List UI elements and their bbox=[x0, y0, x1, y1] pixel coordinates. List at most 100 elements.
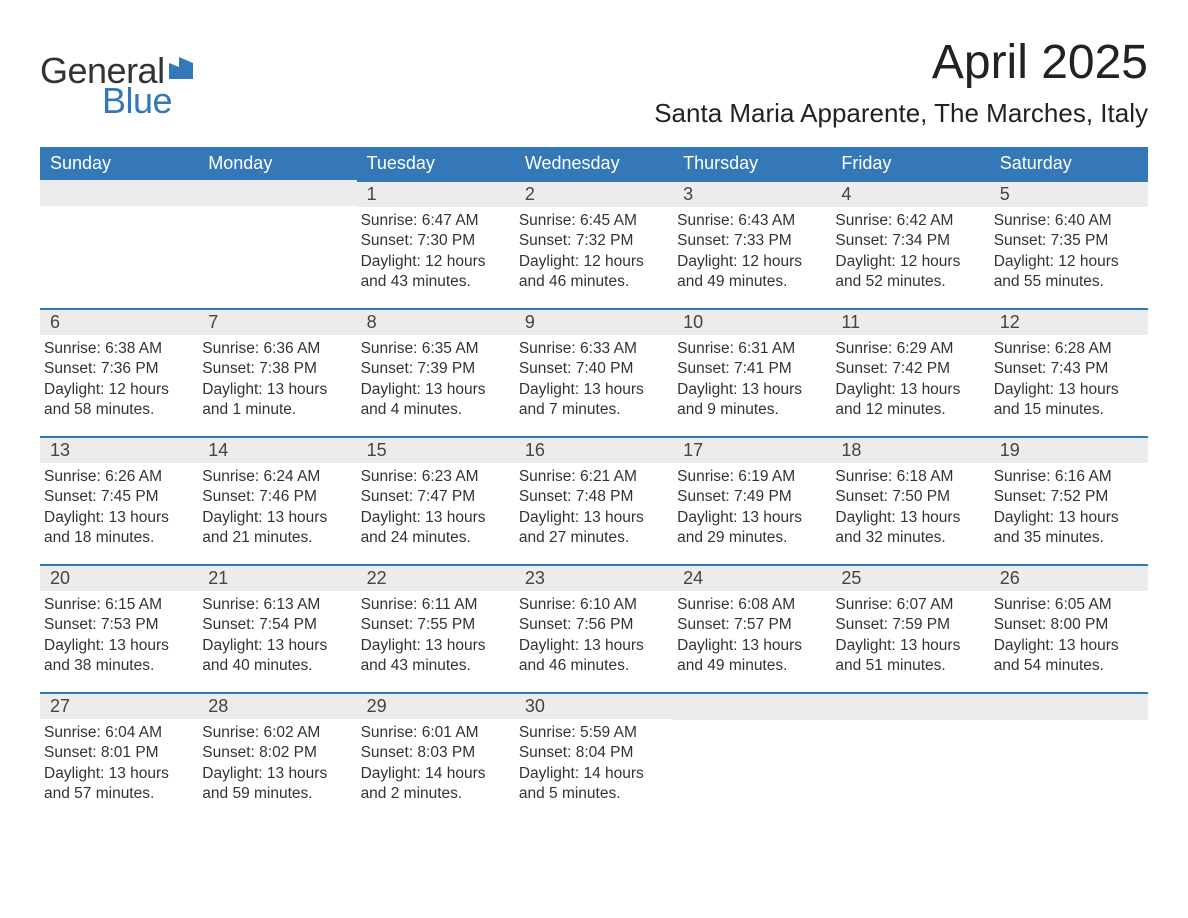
calendar-cell bbox=[990, 692, 1148, 820]
calendar-cell: 5Sunrise: 6:40 AMSunset: 7:35 PMDaylight… bbox=[990, 180, 1148, 308]
day-number: 28 bbox=[198, 694, 356, 719]
day-number bbox=[40, 180, 198, 206]
sunrise-line: Sunrise: 6:31 AM bbox=[677, 339, 821, 359]
calendar-cell: 26Sunrise: 6:05 AMSunset: 8:00 PMDayligh… bbox=[990, 564, 1148, 692]
day-number: 12 bbox=[990, 310, 1148, 335]
day-number: 7 bbox=[198, 310, 356, 335]
daylight-line: Daylight: 13 hours and 1 minute. bbox=[202, 380, 346, 421]
day-body: Sunrise: 6:40 AMSunset: 7:35 PMDaylight:… bbox=[990, 207, 1148, 295]
daylight-line: Daylight: 13 hours and 40 minutes. bbox=[202, 636, 346, 677]
sunset-line: Sunset: 7:57 PM bbox=[677, 615, 821, 635]
daylight-line: Daylight: 13 hours and 18 minutes. bbox=[44, 508, 188, 549]
sunrise-line: Sunrise: 6:07 AM bbox=[835, 595, 979, 615]
sunset-line: Sunset: 8:03 PM bbox=[361, 743, 505, 763]
weekday-header: Thursday bbox=[673, 147, 831, 180]
weekday-header: Monday bbox=[198, 147, 356, 180]
day-body: Sunrise: 6:47 AMSunset: 7:30 PMDaylight:… bbox=[357, 207, 515, 295]
calendar-cell bbox=[673, 692, 831, 820]
sunset-line: Sunset: 7:32 PM bbox=[519, 231, 663, 251]
calendar-cell: 11Sunrise: 6:29 AMSunset: 7:42 PMDayligh… bbox=[831, 308, 989, 436]
sunrise-line: Sunrise: 5:59 AM bbox=[519, 723, 663, 743]
day-number: 13 bbox=[40, 438, 198, 463]
sunrise-line: Sunrise: 6:15 AM bbox=[44, 595, 188, 615]
calendar-cell: 3Sunrise: 6:43 AMSunset: 7:33 PMDaylight… bbox=[673, 180, 831, 308]
day-body: Sunrise: 6:07 AMSunset: 7:59 PMDaylight:… bbox=[831, 591, 989, 679]
weekday-header-row: Sunday Monday Tuesday Wednesday Thursday… bbox=[40, 147, 1148, 180]
sunset-line: Sunset: 7:56 PM bbox=[519, 615, 663, 635]
title-block: April 2025 Santa Maria Apparente, The Ma… bbox=[654, 35, 1148, 129]
day-number: 22 bbox=[357, 566, 515, 591]
daylight-line: Daylight: 13 hours and 15 minutes. bbox=[994, 380, 1138, 421]
day-number: 8 bbox=[357, 310, 515, 335]
day-body: Sunrise: 6:15 AMSunset: 7:53 PMDaylight:… bbox=[40, 591, 198, 679]
day-number: 4 bbox=[831, 182, 989, 207]
sunrise-line: Sunrise: 6:33 AM bbox=[519, 339, 663, 359]
sunrise-line: Sunrise: 6:05 AM bbox=[994, 595, 1138, 615]
calendar-cell: 18Sunrise: 6:18 AMSunset: 7:50 PMDayligh… bbox=[831, 436, 989, 564]
day-body: Sunrise: 6:24 AMSunset: 7:46 PMDaylight:… bbox=[198, 463, 356, 551]
sunset-line: Sunset: 7:52 PM bbox=[994, 487, 1138, 507]
day-number: 17 bbox=[673, 438, 831, 463]
sunrise-line: Sunrise: 6:01 AM bbox=[361, 723, 505, 743]
day-body: Sunrise: 6:33 AMSunset: 7:40 PMDaylight:… bbox=[515, 335, 673, 423]
day-number: 3 bbox=[673, 182, 831, 207]
calendar-cell: 13 Sunrise: 6:26 AMSunset: 7:45 PMDayligh… bbox=[40, 436, 198, 564]
daylight-line: Daylight: 13 hours and 49 minutes. bbox=[677, 636, 821, 677]
sunrise-line: Sunrise: 6:29 AM bbox=[835, 339, 979, 359]
daylight-line: Daylight: 13 hours and 29 minutes. bbox=[677, 508, 821, 549]
sunset-line: Sunset: 7:48 PM bbox=[519, 487, 663, 507]
day-number: 21 bbox=[198, 566, 356, 591]
sunrise-line: Sunrise: 6:18 AM bbox=[835, 467, 979, 487]
sunrise-line: Sunrise: 6:26 AM bbox=[44, 467, 188, 487]
daylight-line: Daylight: 13 hours and 21 minutes. bbox=[202, 508, 346, 549]
calendar-week-row: 20Sunrise: 6:15 AMSunset: 7:53 PMDayligh… bbox=[40, 564, 1148, 692]
sunrise-line: Sunrise: 6:16 AM bbox=[994, 467, 1138, 487]
sunrise-line: Sunrise: 6:19 AM bbox=[677, 467, 821, 487]
day-number: 25 bbox=[831, 566, 989, 591]
day-body: Sunrise: 6:19 AMSunset: 7:49 PMDaylight:… bbox=[673, 463, 831, 551]
day-body: Sunrise: 6:35 AMSunset: 7:39 PMDaylight:… bbox=[357, 335, 515, 423]
daylight-line: Daylight: 13 hours and 59 minutes. bbox=[202, 764, 346, 805]
sunset-line: Sunset: 7:46 PM bbox=[202, 487, 346, 507]
sunset-line: Sunset: 7:43 PM bbox=[994, 359, 1138, 379]
day-body: Sunrise: 6:43 AMSunset: 7:33 PMDaylight:… bbox=[673, 207, 831, 295]
daylight-line: Daylight: 13 hours and 4 minutes. bbox=[361, 380, 505, 421]
day-number: 10 bbox=[673, 310, 831, 335]
sunset-line: Sunset: 8:00 PM bbox=[994, 615, 1138, 635]
sunrise-line: Sunrise: 6:42 AM bbox=[835, 211, 979, 231]
sunset-line: Sunset: 7:39 PM bbox=[361, 359, 505, 379]
calendar-cell: 23Sunrise: 6:10 AMSunset: 7:56 PMDayligh… bbox=[515, 564, 673, 692]
sunset-line: Sunset: 7:45 PM bbox=[44, 487, 188, 507]
sunset-line: Sunset: 7:55 PM bbox=[361, 615, 505, 635]
sunset-line: Sunset: 8:02 PM bbox=[202, 743, 346, 763]
sunrise-line: Sunrise: 6:43 AM bbox=[677, 211, 821, 231]
day-body: Sunrise: 6:11 AMSunset: 7:55 PMDaylight:… bbox=[357, 591, 515, 679]
calendar-cell: 25Sunrise: 6:07 AMSunset: 7:59 PMDayligh… bbox=[831, 564, 989, 692]
sunrise-line: Sunrise: 6:10 AM bbox=[519, 595, 663, 615]
sunrise-line: Sunrise: 6:24 AM bbox=[202, 467, 346, 487]
calendar-cell: 22Sunrise: 6:11 AMSunset: 7:55 PMDayligh… bbox=[357, 564, 515, 692]
calendar-cell: 17Sunrise: 6:19 AMSunset: 7:49 PMDayligh… bbox=[673, 436, 831, 564]
sunrise-line: Sunrise: 6:47 AM bbox=[361, 211, 505, 231]
daylight-line: Daylight: 13 hours and 7 minutes. bbox=[519, 380, 663, 421]
logo-text-blue: Blue bbox=[102, 80, 207, 122]
day-body: Sunrise: 6:02 AMSunset: 8:02 PMDaylight:… bbox=[198, 719, 356, 807]
daylight-line: Daylight: 13 hours and 24 minutes. bbox=[361, 508, 505, 549]
day-number: 14 bbox=[198, 438, 356, 463]
header: General Blue April 2025 Santa Maria Appa… bbox=[40, 35, 1148, 129]
day-body: Sunrise: 6:21 AMSunset: 7:48 PMDaylight:… bbox=[515, 463, 673, 551]
daylight-line: Daylight: 13 hours and 51 minutes. bbox=[835, 636, 979, 677]
day-number: 30 bbox=[515, 694, 673, 719]
day-body: Sunrise: 6:29 AMSunset: 7:42 PMDaylight:… bbox=[831, 335, 989, 423]
day-number: 16 bbox=[515, 438, 673, 463]
sunset-line: Sunset: 7:49 PM bbox=[677, 487, 821, 507]
sunset-line: Sunset: 8:04 PM bbox=[519, 743, 663, 763]
location-subtitle: Santa Maria Apparente, The Marches, Ital… bbox=[654, 98, 1148, 129]
calendar-week-row: 13Sunrise: 6:26 AMSunset: 7:45 PMDayligh… bbox=[40, 436, 1148, 564]
daylight-line: Daylight: 13 hours and 27 minutes. bbox=[519, 508, 663, 549]
calendar-cell: 8Sunrise: 6:35 AMSunset: 7:39 PMDaylight… bbox=[357, 308, 515, 436]
daylight-line: Daylight: 12 hours and 46 minutes. bbox=[519, 252, 663, 293]
day-number: 11 bbox=[831, 310, 989, 335]
day-number: 15 bbox=[357, 438, 515, 463]
weekday-header: Saturday bbox=[990, 147, 1148, 180]
